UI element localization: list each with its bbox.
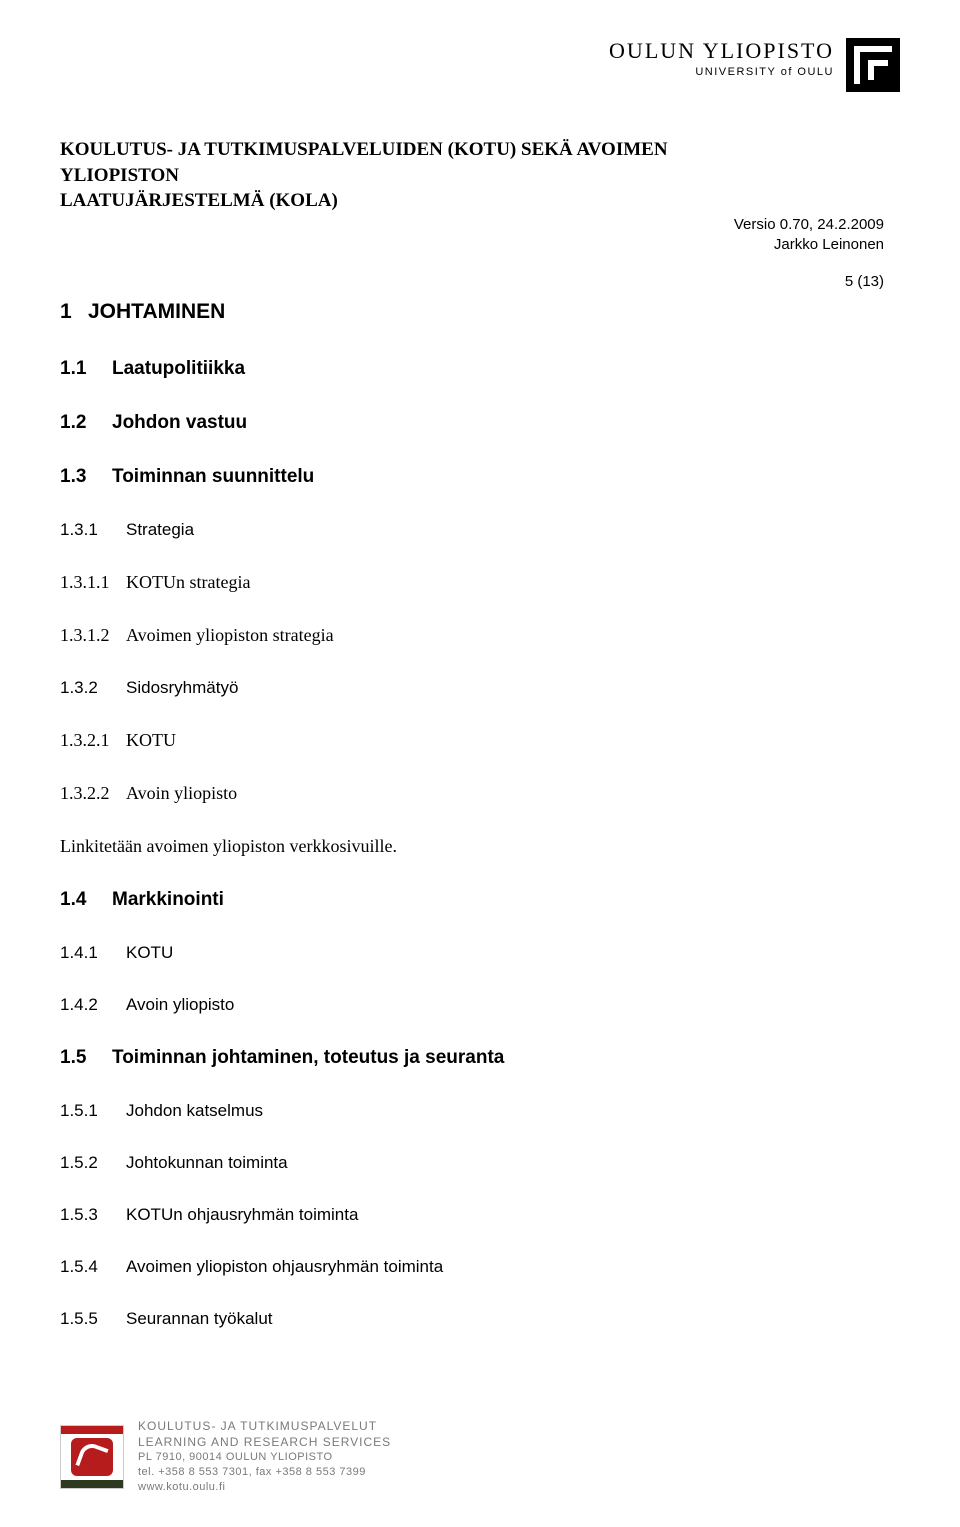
heading-number: 1.5 [60, 1047, 112, 1069]
heading-text: Markkinointi [112, 889, 224, 910]
version-line: Versio 0.70, 24.2.2009 [734, 215, 884, 235]
heading-number: 1.3.2.1 [60, 730, 126, 751]
heading-text: Strategia [126, 520, 194, 539]
heading-number: 1.1 [60, 358, 112, 380]
page-footer: KOULUTUS- JA TUTKIMUSPALVELUT LEARNING A… [60, 1418, 391, 1495]
heading-text: Avoimen yliopiston ohjausryhmän toiminta [126, 1257, 443, 1276]
heading-1-johtaminen: 1JOHTAMINEN [60, 300, 880, 324]
heading-number: 1.5.2 [60, 1153, 126, 1173]
heading-1-5-5: 1.5.5Seurannan työkalut [60, 1309, 880, 1329]
document-title-line2: LAATUJÄRJESTELMÄ (KOLA) [60, 188, 760, 214]
heading-1-5-1: 1.5.1Johdon katselmus [60, 1101, 880, 1121]
heading-1-5: 1.5Toiminnan johtaminen, toteutus ja seu… [60, 1047, 880, 1069]
heading-number: 1.3.1.2 [60, 625, 126, 646]
heading-number: 1 [60, 300, 88, 324]
heading-text: KOTU [126, 943, 173, 962]
heading-number: 1.3.2.2 [60, 783, 126, 804]
heading-1-1: 1.1Laatupolitiikka [60, 358, 880, 380]
university-name-fi: OULUN YLIOPISTO [609, 38, 834, 64]
heading-number: 1.3.2 [60, 678, 126, 698]
heading-1-4: 1.4Markkinointi [60, 889, 880, 911]
footer-org-fi: KOULUTUS- JA TUTKIMUSPALVELUT [138, 1418, 391, 1434]
heading-number: 1.3.1.1 [60, 572, 126, 593]
heading-number: 1.4 [60, 889, 112, 911]
heading-number: 1.5.3 [60, 1205, 126, 1225]
heading-number: 1.5.4 [60, 1257, 126, 1277]
heading-1-4-2: 1.4.2Avoin yliopisto [60, 995, 880, 1015]
heading-text: KOTUn ohjausryhmän toiminta [126, 1205, 358, 1224]
heading-text: Toiminnan suunnittelu [112, 466, 314, 487]
heading-text: Johtokunnan toiminta [126, 1153, 288, 1172]
author-line: Jarkko Leinonen [734, 235, 884, 255]
footer-address: PL 7910, 90014 OULUN YLIOPISTO [138, 1450, 391, 1465]
heading-1-3-1-1: 1.3.1.1KOTUn strategia [60, 572, 880, 593]
heading-text: Johdon vastuu [112, 412, 247, 433]
heading-text: Seurannan työkalut [126, 1309, 273, 1328]
heading-text: JOHTAMINEN [88, 300, 225, 323]
heading-1-5-2: 1.5.2Johtokunnan toiminta [60, 1153, 880, 1173]
university-name-en: UNIVERSITY of OULU [609, 66, 834, 78]
heading-text: KOTU [126, 730, 176, 750]
heading-number: 1.4.1 [60, 943, 126, 963]
heading-1-5-3: 1.5.3KOTUn ohjausryhmän toiminta [60, 1205, 880, 1225]
heading-1-3-2: 1.3.2Sidosryhmätyö [60, 678, 880, 698]
heading-text: KOTUn strategia [126, 572, 250, 592]
footer-phone: tel. +358 8 553 7301, fax +358 8 553 739… [138, 1465, 391, 1480]
footer-url: www.kotu.oulu.fi [138, 1480, 391, 1495]
heading-number: 1.5.1 [60, 1101, 126, 1121]
university-name-block: OULUN YLIOPISTO UNIVERSITY of OULU [609, 38, 834, 78]
heading-text: Laatupolitiikka [112, 358, 245, 379]
document-body: 1JOHTAMINEN 1.1Laatupolitiikka 1.2Johdon… [60, 300, 880, 1361]
heading-1-5-4: 1.5.4Avoimen yliopiston ohjausryhmän toi… [60, 1257, 880, 1277]
heading-number: 1.2 [60, 412, 112, 434]
heading-text: Avoin yliopisto [126, 995, 234, 1014]
heading-1-2: 1.2Johdon vastuu [60, 412, 880, 434]
heading-1-3-2-2: 1.3.2.2Avoin yliopisto [60, 783, 880, 804]
heading-1-3-1-2: 1.3.1.2Avoimen yliopiston strategia [60, 625, 880, 646]
heading-1-3: 1.3Toiminnan suunnittelu [60, 466, 880, 488]
page-counter: 5 (13) [845, 273, 884, 290]
heading-1-3-1: 1.3.1Strategia [60, 520, 880, 540]
university-logo-icon [846, 38, 900, 92]
document-meta: Versio 0.70, 24.2.2009 Jarkko Leinonen [734, 215, 884, 256]
heading-text: Avoin yliopisto [126, 783, 237, 803]
heading-text: Sidosryhmätyö [126, 678, 238, 697]
heading-number: 1.4.2 [60, 995, 126, 1015]
paragraph-link-note: Linkitetään avoimen yliopiston verkkosiv… [60, 836, 880, 857]
footer-text-block: KOULUTUS- JA TUTKIMUSPALVELUT LEARNING A… [138, 1418, 391, 1495]
document-title-block: KOULUTUS- JA TUTKIMUSPALVELUIDEN (KOTU) … [60, 137, 760, 214]
kotu-logo-icon [60, 1425, 124, 1489]
heading-number: 1.3 [60, 466, 112, 488]
heading-text: Avoimen yliopiston strategia [126, 625, 334, 645]
heading-text: Johdon katselmus [126, 1101, 263, 1120]
heading-1-4-1: 1.4.1KOTU [60, 943, 880, 963]
heading-1-3-2-1: 1.3.2.1KOTU [60, 730, 880, 751]
university-header: OULUN YLIOPISTO UNIVERSITY of OULU [609, 38, 900, 92]
footer-org-en: LEARNING AND RESEARCH SERVICES [138, 1434, 391, 1450]
heading-number: 1.5.5 [60, 1309, 126, 1329]
heading-text: Toiminnan johtaminen, toteutus ja seuran… [112, 1047, 504, 1068]
document-title-line1: KOULUTUS- JA TUTKIMUSPALVELUIDEN (KOTU) … [60, 137, 760, 188]
heading-number: 1.3.1 [60, 520, 126, 540]
